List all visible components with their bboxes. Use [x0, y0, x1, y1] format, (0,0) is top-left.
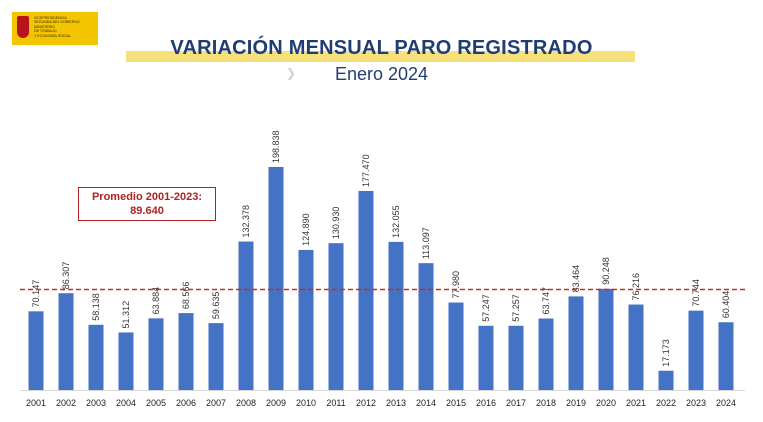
spain-coat-of-arms-icon: [17, 16, 29, 38]
data-label: 124.890: [301, 213, 311, 246]
x-tick-label: 2017: [506, 398, 526, 408]
bar: [238, 241, 254, 390]
bar: [58, 293, 74, 390]
data-label: 76.216: [631, 273, 641, 301]
chart-subtitle: Enero 2024: [334, 64, 429, 84]
bar: [148, 318, 164, 390]
data-label: 60.404: [721, 291, 731, 319]
bar: [388, 241, 404, 390]
x-tick-label: 2015: [446, 398, 466, 408]
x-tick-label: 2005: [146, 398, 166, 408]
bar: [658, 370, 674, 390]
government-logo: VICEPRESIDENCIA SEGUNDA DEL GOBIERNO MIN…: [12, 12, 98, 45]
x-tick-label: 2009: [266, 398, 286, 408]
data-label: 59.635: [211, 292, 221, 320]
data-label: 68.566: [181, 282, 191, 310]
bar: [568, 296, 584, 390]
bar: [208, 323, 224, 390]
bar: [538, 318, 554, 390]
logo-text: VICEPRESIDENCIA SEGUNDA DEL GOBIERNO MIN…: [34, 16, 80, 38]
bar: [478, 325, 494, 390]
x-tick-label: 2010: [296, 398, 316, 408]
x-tick-label: 2022: [656, 398, 676, 408]
average-callout: Promedio 2001-2023: 89.640: [78, 187, 216, 221]
data-label: 57.257: [511, 294, 521, 322]
data-label: 113.097: [421, 227, 431, 259]
data-label: 198.838: [271, 130, 281, 163]
data-label: 177.470: [361, 154, 371, 187]
x-tick-label: 2023: [686, 398, 706, 408]
data-label: 63.747: [541, 287, 551, 315]
x-tick-label: 2019: [566, 398, 586, 408]
bar: [268, 167, 284, 390]
bar: [118, 332, 134, 390]
x-tick-label: 2024: [716, 398, 736, 408]
x-tick-label: 2016: [476, 398, 496, 408]
x-tick-label: 2021: [626, 398, 646, 408]
bar: [328, 243, 344, 390]
x-tick-label: 2006: [176, 398, 196, 408]
data-label: 77.980: [451, 271, 461, 299]
x-tick-label: 2011: [326, 398, 345, 408]
title-highlight-bar: [126, 51, 635, 62]
chart-title: VARIACIÓN MENSUAL PARO REGISTRADO: [170, 37, 593, 59]
bar: [718, 322, 734, 390]
data-label: 63.884: [151, 287, 161, 315]
chevron-right-icon: ❯: [286, 66, 297, 80]
x-tick-label: 2001: [26, 398, 46, 408]
bar: [298, 249, 314, 390]
x-tick-label: 2008: [236, 398, 256, 408]
bar: [448, 302, 464, 390]
x-tick-label: 2020: [596, 398, 616, 408]
data-label: 132.378: [241, 205, 251, 238]
data-label: 70.744: [691, 279, 701, 307]
x-tick-label: 2013: [386, 398, 406, 408]
bar: [178, 313, 194, 390]
bar: [598, 288, 614, 390]
bar: [358, 190, 374, 390]
bar: [628, 304, 644, 390]
data-label: 132.055: [391, 205, 401, 238]
x-tick-label: 2004: [116, 398, 136, 408]
x-tick-label: 2007: [206, 398, 226, 408]
x-tick-label: 2003: [86, 398, 106, 408]
x-tick-label: 2012: [356, 398, 376, 408]
average-value: 89.640: [130, 205, 164, 217]
data-label: 58.138: [91, 293, 101, 321]
data-label: 90.248: [601, 257, 611, 285]
bar: [688, 310, 704, 390]
x-tick-label: 2002: [56, 398, 76, 408]
bar: [28, 311, 44, 390]
data-label: 130.930: [331, 207, 341, 240]
average-label: Promedio 2001-2023:: [91, 191, 203, 203]
bar: [418, 263, 434, 390]
bar: [88, 324, 104, 390]
data-label: 83.464: [571, 265, 581, 293]
data-label: 86.307: [61, 262, 71, 290]
data-label: 17.173: [661, 339, 671, 367]
bar: [508, 325, 524, 390]
data-label: 70.147: [31, 280, 41, 308]
x-tick-label: 2014: [416, 398, 436, 408]
data-label: 57.247: [481, 294, 491, 322]
data-label: 51.312: [121, 301, 131, 329]
x-tick-label: 2018: [536, 398, 556, 408]
